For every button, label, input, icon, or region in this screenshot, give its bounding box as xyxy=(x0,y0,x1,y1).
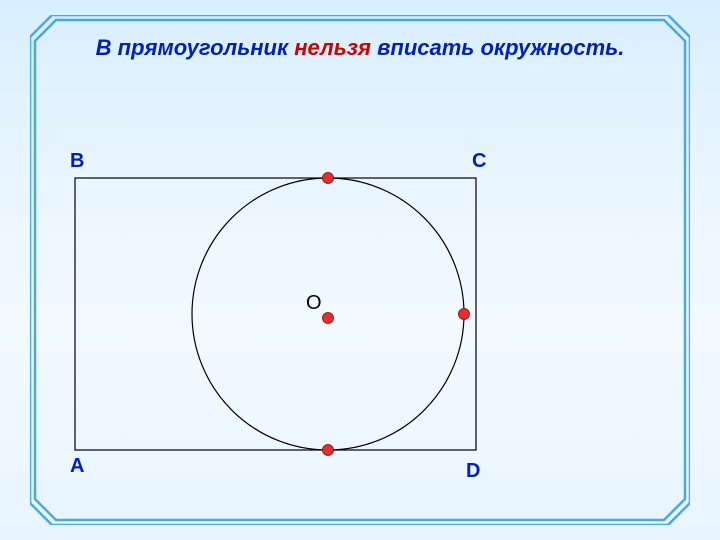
tangent-points xyxy=(323,173,470,456)
vertex-label-b: В xyxy=(70,150,84,173)
geometry-diagram xyxy=(0,0,720,540)
center-label-o: О xyxy=(306,292,322,315)
rectangle-abcd xyxy=(75,178,476,450)
vertex-label-c: С xyxy=(472,150,486,173)
vertex-label-a: А xyxy=(70,455,84,478)
vertex-label-d: D xyxy=(466,460,480,483)
